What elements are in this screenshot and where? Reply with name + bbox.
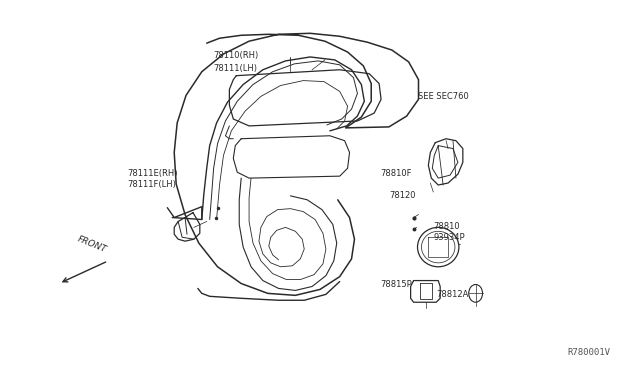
Text: 78810F: 78810F xyxy=(380,169,412,178)
Text: 78110(RH): 78110(RH) xyxy=(213,51,258,60)
Text: 78111E(RH): 78111E(RH) xyxy=(128,169,178,178)
Text: FRONT: FRONT xyxy=(76,234,108,254)
Text: 78812A: 78812A xyxy=(436,289,469,299)
Text: SEE SEC760: SEE SEC760 xyxy=(418,92,468,101)
Text: 78810: 78810 xyxy=(433,222,460,231)
Text: 78111F(LH): 78111F(LH) xyxy=(128,180,177,189)
Text: R780001V: R780001V xyxy=(568,349,611,357)
Text: 78120: 78120 xyxy=(389,191,416,200)
Text: 78815P: 78815P xyxy=(380,280,412,289)
Text: 78111(LH): 78111(LH) xyxy=(213,64,257,73)
Text: 93934P: 93934P xyxy=(433,233,465,242)
